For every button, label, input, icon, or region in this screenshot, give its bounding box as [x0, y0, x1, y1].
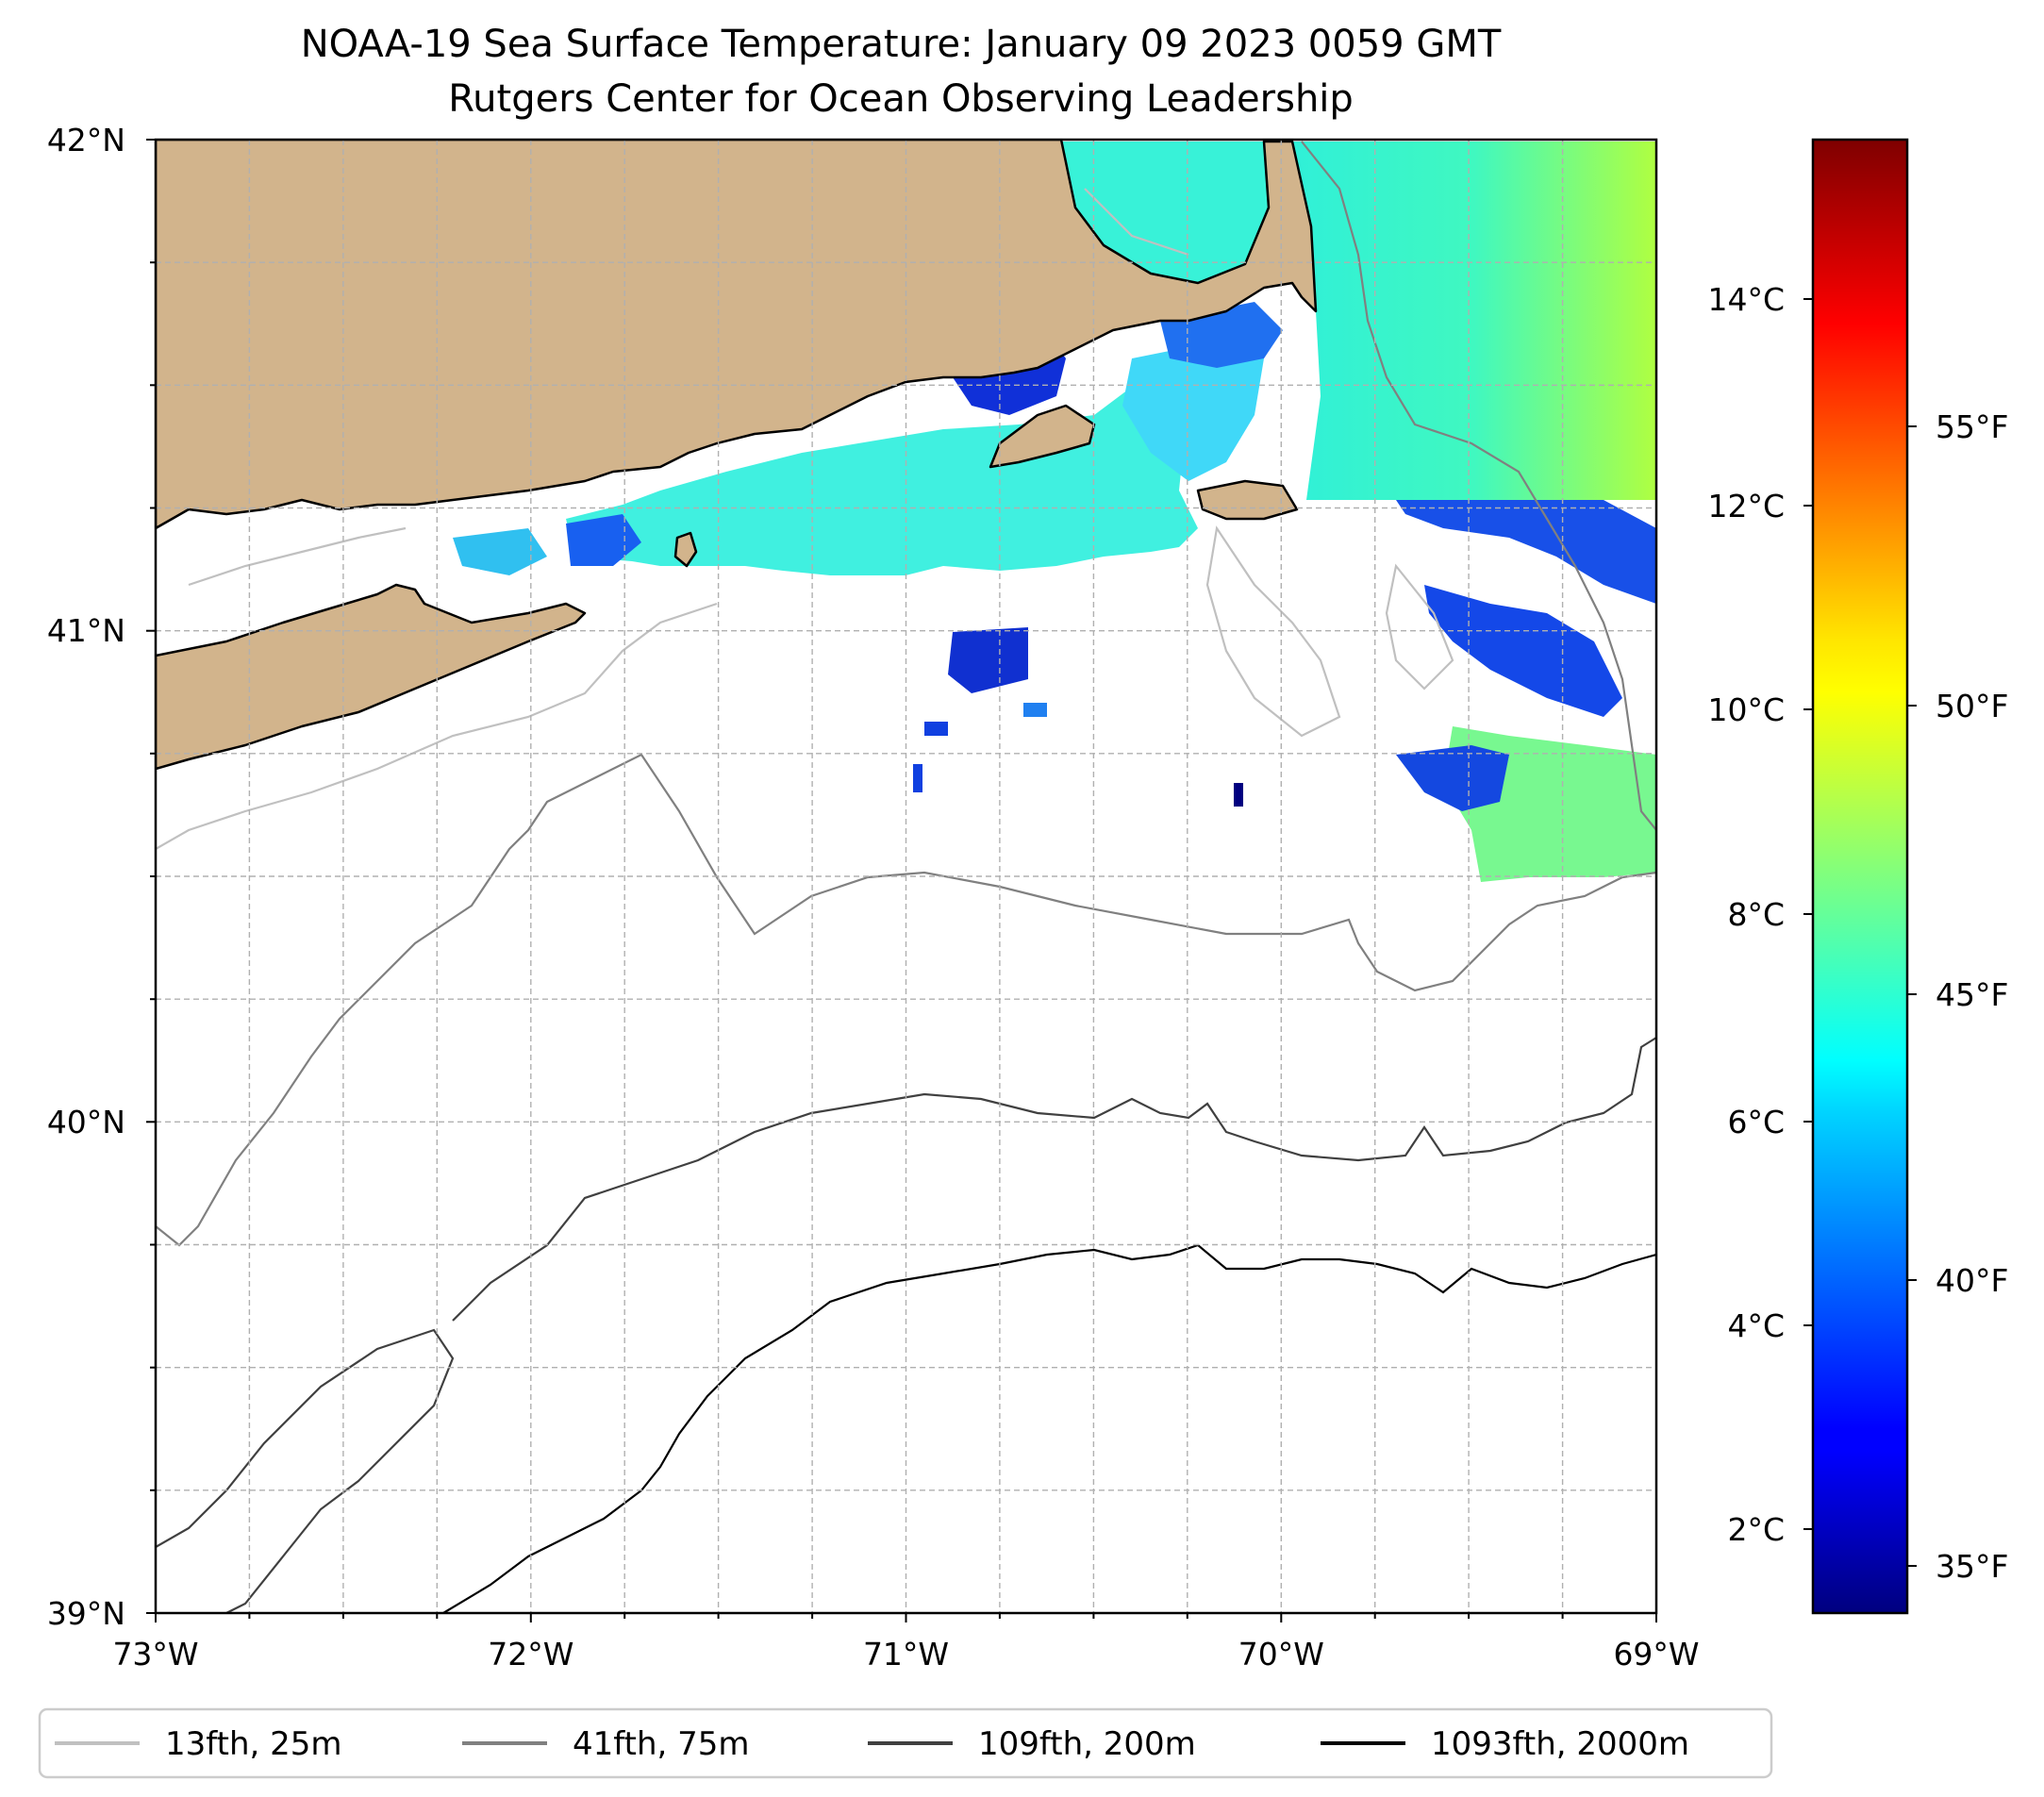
colorbar-f-55: 55°F: [1936, 408, 2008, 445]
sst-patch-small-2: [1023, 703, 1047, 717]
lon-label-69w: 69°W: [1613, 1636, 1699, 1672]
sst-patch-cape-cod-bay: [1061, 141, 1269, 283]
sst-patch-shelf-east: [1396, 500, 1656, 604]
land-new-england: [156, 140, 1318, 530]
legend-label-2000m: 1093fth, 2000m: [1431, 1725, 1689, 1763]
axis-ticks: [146, 139, 1657, 1622]
colorbar-c-14: 14°C: [1707, 281, 1785, 318]
sst-patch-small-4: [913, 764, 922, 792]
lat-label-40: 40°N: [47, 1104, 125, 1140]
legend-label-200m: 109fth, 200m: [978, 1725, 1196, 1763]
colorbar-gradient: [1811, 138, 1909, 1615]
lat-label-39: 39°N: [47, 1595, 125, 1632]
legend-label-25m: 13fth, 25m: [165, 1725, 342, 1763]
sst-patch-block-island: [566, 514, 641, 566]
contour-75m: [156, 141, 1656, 1247]
land-block-island: [673, 531, 698, 568]
colorbar-c-12: 12°C: [1707, 488, 1785, 524]
lon-label-71w: 71°W: [863, 1636, 949, 1672]
sst-patch-offshore-east: [1292, 141, 1656, 500]
colorbar-f-35: 35°F: [1936, 1548, 2008, 1585]
lat-label-42: 42°N: [47, 122, 125, 158]
colorbar-f-50: 50°F: [1936, 688, 2008, 724]
colorbar-c-2: 2°C: [1727, 1511, 1785, 1548]
sst-patch-southeast-blue: [1396, 745, 1509, 811]
contour-25m: [156, 188, 1454, 850]
sst-patch-small-1: [948, 627, 1028, 693]
sst-patch-georges-blue: [1424, 585, 1622, 717]
sst-patch-small-3: [924, 722, 948, 736]
lat-label-41: 41°N: [47, 612, 125, 649]
lon-label-72w: 72°W: [488, 1636, 573, 1672]
colorbar-c-4: 4°C: [1727, 1307, 1785, 1344]
map-area: [156, 140, 1656, 1613]
contour-2000m: [442, 1243, 1656, 1613]
colorbar-f-45: 45°F: [1936, 976, 2008, 1013]
gridlines: [156, 140, 1656, 1613]
legend: 13fth, 25m 41fth, 75m 109fth, 200m 1093f…: [38, 1707, 1773, 1779]
colorbar-c-6: 6°C: [1727, 1104, 1785, 1140]
depth-contours: [156, 141, 1656, 1613]
colorbar-c-8: 8°C: [1727, 896, 1785, 933]
title-line-2: Rutgers Center for Ocean Observing Leade…: [448, 77, 1354, 121]
sst-patch-montauk: [453, 528, 547, 575]
colorbar-c-10: 10°C: [1707, 691, 1785, 728]
colorbar: 2°C 4°C 6°C 8°C 10°C 12°C 14°C 35°F 40°F…: [1707, 138, 2008, 1615]
colorbar-f-40: 40°F: [1936, 1262, 2008, 1299]
legend-label-75m: 41fth, 75m: [573, 1725, 750, 1763]
sst-patch-small-5: [1234, 783, 1243, 807]
land-nantucket: [1196, 479, 1299, 521]
sst-patch-nantucket: [1122, 340, 1264, 481]
title-line-1: NOAA-19 Sea Surface Temperature: January…: [301, 23, 1502, 66]
lon-label-70w: 70°W: [1238, 1636, 1324, 1672]
contour-200m: [156, 1037, 1656, 1613]
lon-label-73w: 73°W: [112, 1636, 198, 1672]
